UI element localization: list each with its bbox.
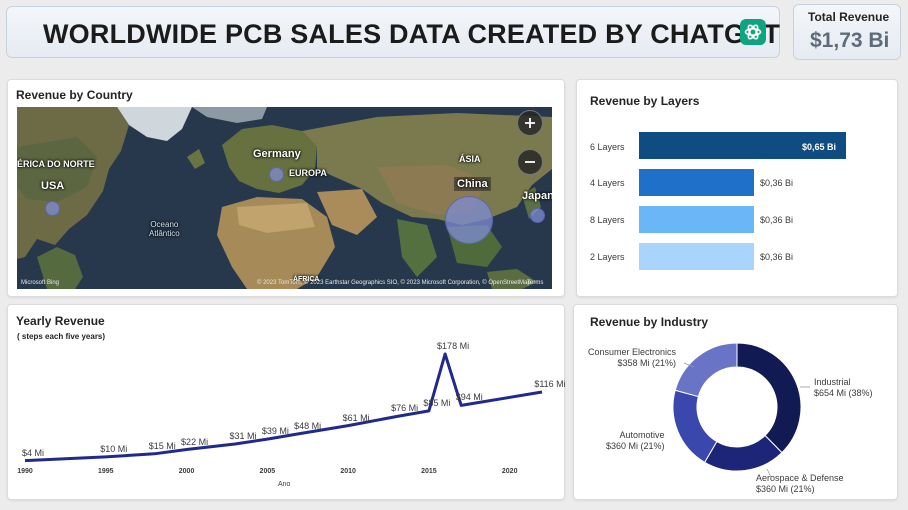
map-terms-link[interactable]: Terms	[527, 280, 544, 286]
map-bubble-usa[interactable]	[45, 201, 60, 216]
x-axis-tick: 2010	[340, 468, 356, 475]
bar-label: 8 Layers	[590, 215, 625, 225]
zoom-out-button[interactable]	[517, 149, 543, 175]
x-axis-tick: 2000	[178, 468, 195, 475]
donut-slices[interactable]	[672, 342, 802, 472]
revenue-by-country-card: Revenue by Country	[7, 79, 565, 297]
yearly-revenue-title: Yearly Revenue	[16, 314, 105, 328]
layer-bar[interactable]	[639, 206, 754, 233]
donut-slice[interactable]	[736, 342, 802, 454]
line-data-label: $22 Mi	[181, 436, 209, 447]
map-label-africa: ÁFRICA	[293, 276, 320, 283]
map-label-asia: ÁSIA	[459, 154, 481, 164]
revenue-by-layers-title: Revenue by Layers	[590, 94, 700, 108]
x-axis-tick: 1990	[17, 468, 33, 475]
line-data-label: $116 Mi	[534, 378, 566, 389]
industry-donut-chart[interactable]	[574, 305, 899, 501]
yearly-revenue-subtitle: ( steps each five years)	[17, 332, 106, 341]
layer-bar[interactable]	[639, 132, 846, 159]
leader-line	[683, 362, 695, 368]
bar-data-label: $0,36 Bi	[760, 178, 794, 188]
revenue-by-industry-title: Revenue by Industry	[590, 315, 709, 329]
line-data-label: $76 Mi	[391, 403, 419, 414]
map-label-north-america: ÉRICA DO NORTE	[17, 159, 95, 169]
donut-slice[interactable]	[674, 342, 738, 398]
line-data-label: $15 Mi	[148, 440, 176, 451]
total-revenue-label: Total Revenue	[808, 10, 890, 24]
bar-data-label: $0,36 Bi	[760, 215, 794, 225]
yearly-revenue-chart[interactable]	[8, 305, 566, 501]
line-data-label: $48 Mi	[294, 420, 322, 431]
bing-attribution: Microsoft Bing	[21, 280, 60, 286]
map-label-usa: USA	[41, 180, 65, 192]
x-axis-tick: 2015	[421, 468, 437, 475]
total-revenue-value: $1,73 Bi	[810, 29, 890, 52]
layer-bar[interactable]	[639, 243, 754, 270]
map-label-japan: Japan	[522, 190, 552, 202]
bar-data-label: $0,65 Bi	[802, 142, 837, 152]
line-data-label: $94 Mi	[455, 392, 483, 403]
slice-label-industrial: Industrial $654 Mi (38%)	[814, 377, 873, 398]
title-banner: WORLDWIDE PCB SALES DATA CREATED BY CHAT…	[6, 6, 780, 58]
map-bubble-china[interactable]	[445, 196, 493, 244]
line-data-label: $4 Mi	[21, 447, 45, 458]
page-title: WORLDWIDE PCB SALES DATA CREATED BY CHAT…	[43, 19, 781, 49]
slice-label-consumer-electronics: Consumer Electronics $358 Mi (21%)	[588, 347, 677, 368]
map-copyright[interactable]: © 2023 TomTom, © 2023 Earthstar Geograph…	[257, 280, 531, 286]
map-label-germany: Germany	[253, 148, 301, 160]
plus-icon	[525, 118, 535, 128]
x-axis-title: Ano	[278, 481, 291, 488]
bar-data-label: $0,36 Bi	[760, 252, 794, 262]
yearly-revenue-card: Yearly Revenue ( steps each five years) …	[7, 304, 566, 501]
bar-label: 4 Layers	[590, 178, 625, 188]
revenue-by-industry-card: Revenue by Industry Industrial $654 Mi (…	[573, 304, 898, 500]
x-axis-tick: 2005	[259, 468, 276, 475]
map-label-europa: EUROPA	[289, 168, 327, 178]
total-revenue-card: Total Revenue $1,73 Bi	[793, 4, 901, 60]
world-map[interactable]: ÉRICA DO NORTE USA Germany EUROPA ÁSIA C…	[17, 107, 552, 289]
line-data-label: $10 Mi	[100, 443, 128, 454]
chatgpt-logo-icon	[740, 19, 766, 45]
x-axis-tick: 1995	[97, 468, 114, 475]
slice-label-automotive: Automotive $360 Mi (21%)	[606, 430, 665, 451]
zoom-in-button[interactable]	[517, 110, 543, 136]
bar-label: 2 Layers	[590, 252, 625, 262]
layer-bar[interactable]	[639, 169, 754, 196]
map-label-china: China	[454, 177, 491, 191]
map-bubble-japan[interactable]	[530, 208, 545, 223]
map-label-atlantic-ocean: Oceano Atlântico	[149, 220, 180, 238]
line-data-label: $31 Mi	[229, 431, 257, 442]
donut-slice[interactable]	[672, 389, 718, 463]
revenue-by-country-title: Revenue by Country	[16, 88, 133, 102]
leader-line	[766, 468, 772, 478]
line-data-label: $85 Mi	[423, 397, 451, 408]
map-bubble-germany[interactable]	[269, 167, 284, 182]
line-data-label: $178 Mi	[437, 341, 470, 351]
x-axis-tick: 2020	[501, 468, 518, 475]
line-data-label: $61 Mi	[342, 412, 370, 423]
revenue-line[interactable]	[24, 352, 543, 463]
minus-icon	[525, 161, 535, 163]
line-data-label: $39 Mi	[261, 426, 289, 437]
slice-label-aerospace: Aerospace & Defense $360 Mi (21%)	[756, 473, 844, 494]
bar-label: 6 Layers	[590, 142, 625, 152]
revenue-by-layers-card: Revenue by Layers 6 Layers 4 Layers 8 La…	[576, 79, 898, 297]
